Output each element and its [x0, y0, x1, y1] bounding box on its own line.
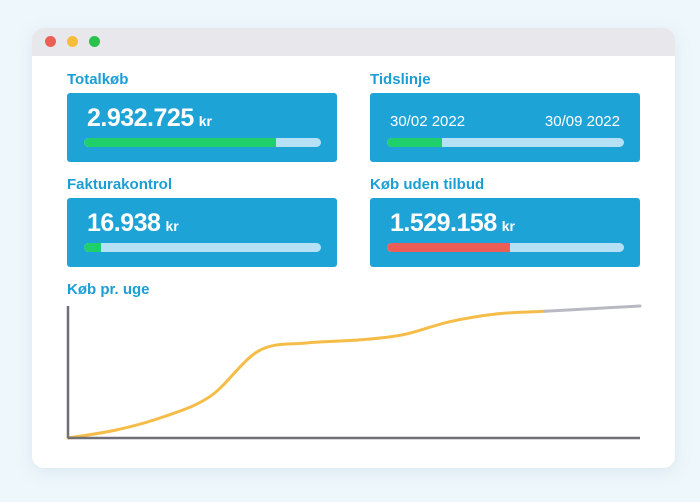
totalkob-label: Totalkøb [67, 71, 129, 88]
weekly-purchases-chart [66, 304, 642, 440]
minimize-window-icon[interactable] [67, 36, 78, 47]
totalkob-amount-value: 2.932.725 [87, 104, 194, 132]
kob-uden-tilbud-amount-unit: kr [501, 218, 515, 234]
totalkob-progress-fill [84, 138, 276, 147]
tidslinje-start-date: 30/02 2022 [390, 113, 466, 130]
totalkob-progress-bar [84, 138, 321, 147]
window-titlebar [32, 28, 675, 56]
fakturakontrol-label: Fakturakontrol [67, 176, 173, 193]
tidslinje-end-date: 30/09 2022 [544, 113, 620, 130]
app-window: Totalkøb 2.932.725 kr Tidslinje 30/02 202… [32, 28, 675, 468]
kob-uden-tilbud-label: Køb uden tilbud [370, 176, 485, 193]
fakturakontrol-progress-bar [84, 243, 321, 252]
fakturakontrol-amount-value: 16.938 [87, 209, 161, 237]
tidslinje-card[interactable]: 30/02 2022 30/09 2022 [370, 93, 640, 162]
maximize-window-icon[interactable] [89, 36, 100, 47]
kob-uden-tilbud-amount-value: 1.529.158 [390, 209, 497, 237]
totalkob-card[interactable]: 2.932.725 kr [67, 93, 337, 162]
totalkob-amount-unit: kr [198, 113, 212, 129]
series-line-projected [543, 304, 642, 313]
tidslinje-progress-fill [387, 138, 442, 147]
chart-title: Køb pr. uge [67, 281, 150, 298]
tidslinje-progress-bar [387, 138, 624, 147]
fakturakontrol-progress-fill [84, 243, 101, 252]
fakturakontrol-amount: 16.938 kr [87, 209, 179, 238]
series-line-actual [66, 309, 547, 440]
kob-uden-tilbud-amount: 1.529.158 kr [390, 209, 515, 238]
fakturakontrol-amount-unit: kr [165, 218, 179, 234]
kob-uden-tilbud-progress-fill [387, 243, 511, 252]
close-window-icon[interactable] [45, 36, 56, 47]
totalkob-amount: 2.932.725 kr [87, 104, 212, 133]
kob-uden-tilbud-card[interactable]: 1.529.158 kr [370, 198, 640, 267]
kob-uden-tilbud-progress-bar [387, 243, 624, 252]
tidslinje-label: Tidslinje [370, 71, 431, 88]
fakturakontrol-card[interactable]: 16.938 kr [67, 198, 337, 267]
